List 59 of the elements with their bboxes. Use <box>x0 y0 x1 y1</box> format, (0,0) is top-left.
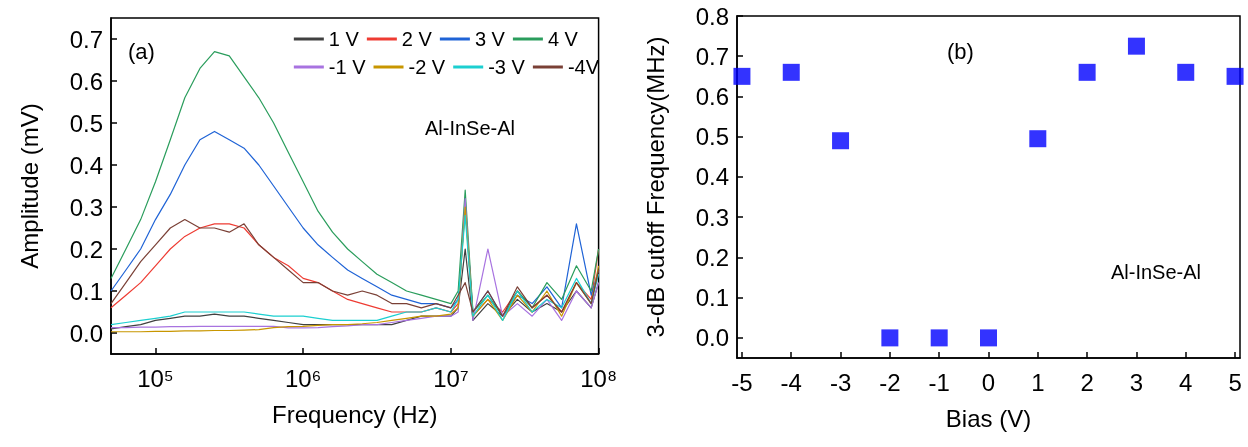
point <box>1177 63 1195 81</box>
y-tick-label: 0.4 <box>695 163 729 191</box>
annotation: Al-InSe-Al <box>425 117 516 139</box>
y-axis-title: Amplitude (mV) <box>15 103 43 269</box>
x-tick-label: 10⁵ <box>137 364 174 392</box>
y-tick-label: 0.2 <box>695 243 729 271</box>
x-tick-label: -4 <box>780 368 802 396</box>
x-tick-label: -2 <box>879 368 901 396</box>
legend-label: -1 V <box>328 56 367 78</box>
legend-label: 4 V <box>547 28 579 50</box>
point <box>881 329 899 347</box>
y-tick-label: 0.0 <box>695 324 729 352</box>
y-tick-label: 0.3 <box>695 203 729 231</box>
legend-label: 1 V <box>328 28 360 50</box>
legend-label: 2 V <box>401 28 433 50</box>
legend-label: 3 V <box>474 28 506 50</box>
point <box>980 329 997 347</box>
y-tick-label: 0.0 <box>69 319 103 347</box>
y-tick-label: 0.3 <box>69 193 103 221</box>
y-tick-label: 0.2 <box>69 235 103 263</box>
annotation: (a) <box>128 38 155 64</box>
x-tick-label: 1 <box>1031 368 1045 396</box>
y-tick-label: 0.1 <box>69 277 103 305</box>
y-tick-label: 0.5 <box>69 109 103 137</box>
y-tick-label: 0.7 <box>695 42 729 70</box>
point <box>1029 130 1047 148</box>
legend-label: -4V <box>567 56 600 78</box>
x-tick-label: 3 <box>1129 368 1144 396</box>
y-tick-label: 0.4 <box>69 151 103 179</box>
y-tick-label: 0.1 <box>695 284 729 312</box>
x-tick-label: 10⁷ <box>433 364 469 392</box>
legend-label: -3 V <box>488 56 526 78</box>
x-tick-label: -3 <box>829 368 852 396</box>
y-tick-label: 0.7 <box>69 25 103 53</box>
x-axis-title: Bias (V) <box>945 404 1032 432</box>
x-tick-label: 5 <box>1228 368 1242 396</box>
point <box>930 329 948 347</box>
x-tick-label: 4 <box>1179 368 1193 396</box>
x-axis-title: Frequency (Hz) <box>272 400 438 428</box>
annotation: (b) <box>947 38 974 64</box>
x-tick-label: 0 <box>981 368 996 396</box>
point <box>832 132 850 150</box>
point <box>733 67 751 85</box>
y-tick-label: 0.6 <box>695 82 729 110</box>
x-tick-label: 2 <box>1080 368 1094 396</box>
x-tick-label: 10⁶ <box>284 364 322 392</box>
annotation: Al-InSe-Al <box>1111 261 1202 283</box>
point <box>1078 63 1096 81</box>
legend-label: -2 V <box>408 56 446 78</box>
y-tick-label: 0.5 <box>695 123 729 151</box>
x-tick-label: 10⁸ <box>580 364 617 392</box>
point <box>1226 67 1244 85</box>
x-tick-label: -1 <box>928 368 950 396</box>
point <box>782 63 800 81</box>
y-tick-label: 0.8 <box>695 2 729 30</box>
y-axis-title: 3-dB cutoff Frequency(MHz) <box>641 36 669 338</box>
y-tick-label: 0.6 <box>69 67 103 95</box>
x-tick-label: -5 <box>731 368 753 396</box>
point <box>1127 37 1145 55</box>
